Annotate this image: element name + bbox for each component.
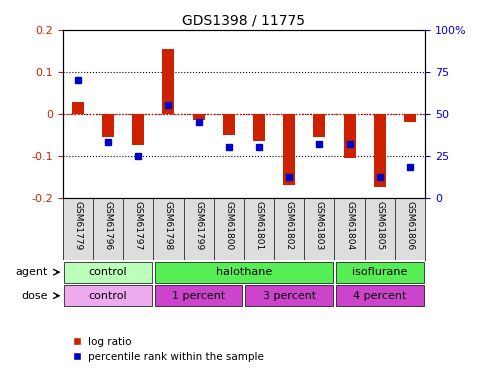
Text: GSM61801: GSM61801 (255, 201, 264, 250)
Text: GSM61798: GSM61798 (164, 201, 173, 250)
FancyBboxPatch shape (64, 261, 152, 283)
FancyBboxPatch shape (155, 285, 242, 306)
Text: GSM61797: GSM61797 (134, 201, 143, 250)
Bar (343, 114, 355, 158)
Text: 3 percent: 3 percent (263, 291, 316, 301)
Bar (162, 49, 174, 114)
Text: GSM61800: GSM61800 (224, 201, 233, 250)
Bar (404, 114, 416, 122)
Title: GDS1398 / 11775: GDS1398 / 11775 (183, 13, 305, 27)
Text: GSM61796: GSM61796 (103, 201, 113, 250)
Text: 1 percent: 1 percent (172, 291, 225, 301)
Bar (253, 114, 265, 141)
FancyBboxPatch shape (245, 285, 333, 306)
Text: control: control (89, 267, 128, 277)
FancyBboxPatch shape (336, 285, 424, 306)
Text: agent: agent (15, 267, 48, 277)
Text: GSM61802: GSM61802 (284, 201, 294, 250)
FancyBboxPatch shape (336, 261, 424, 283)
Text: GSM61799: GSM61799 (194, 201, 203, 250)
Bar (313, 114, 326, 137)
Bar (374, 114, 386, 187)
Text: dose: dose (21, 291, 48, 301)
Legend: log ratio, percentile rank within the sample: log ratio, percentile rank within the sa… (68, 333, 268, 366)
FancyBboxPatch shape (64, 285, 152, 306)
Text: 4 percent: 4 percent (353, 291, 407, 301)
Bar (102, 114, 114, 137)
Bar (72, 102, 84, 114)
FancyBboxPatch shape (155, 261, 333, 283)
Text: GSM61803: GSM61803 (315, 201, 324, 250)
Text: halothane: halothane (216, 267, 272, 277)
Bar (132, 114, 144, 145)
Text: isoflurane: isoflurane (352, 267, 408, 277)
Bar (223, 114, 235, 135)
Text: GSM61804: GSM61804 (345, 201, 354, 250)
Text: GSM61779: GSM61779 (73, 201, 83, 250)
Text: control: control (89, 291, 128, 301)
Text: GSM61806: GSM61806 (405, 201, 414, 250)
Bar (193, 114, 205, 120)
Text: GSM61805: GSM61805 (375, 201, 384, 250)
Bar (283, 114, 295, 185)
